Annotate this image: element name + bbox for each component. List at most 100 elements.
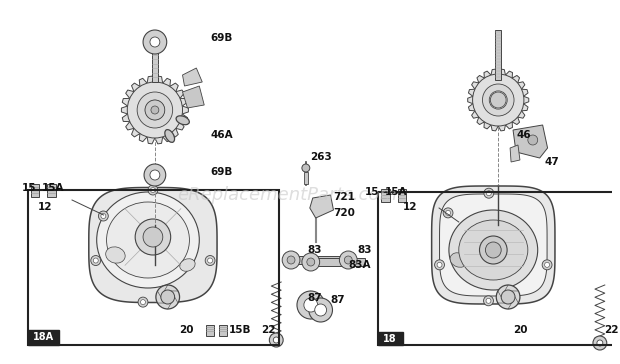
Ellipse shape [97,192,199,288]
Text: 83: 83 [357,245,371,255]
Text: 83A: 83A [348,260,371,270]
Text: 15A: 15A [42,183,64,193]
Text: 263: 263 [310,152,332,162]
Circle shape [282,251,300,269]
Circle shape [446,210,451,215]
Circle shape [315,304,327,316]
Circle shape [135,219,170,255]
Circle shape [302,164,310,172]
Circle shape [101,214,106,218]
Bar [152,50,158,82]
Text: 87: 87 [330,295,345,305]
Text: 15: 15 [22,183,36,193]
Ellipse shape [165,130,175,142]
Circle shape [490,92,506,108]
Circle shape [150,37,160,47]
Circle shape [148,185,158,195]
Text: 15B: 15B [229,325,251,335]
Bar [153,38,157,50]
Text: 20: 20 [513,325,528,335]
Bar [291,256,355,264]
Text: 69B: 69B [210,167,232,177]
Polygon shape [182,86,204,108]
Circle shape [482,84,514,116]
Circle shape [542,260,552,270]
Bar [47,184,56,197]
Circle shape [161,290,175,304]
Circle shape [501,290,515,304]
Text: 46A: 46A [210,130,232,140]
Ellipse shape [107,202,190,278]
Circle shape [99,211,108,221]
Text: 18A: 18A [33,332,54,342]
Bar [219,325,227,336]
Polygon shape [440,194,547,296]
Circle shape [485,242,501,258]
Polygon shape [513,125,547,158]
Circle shape [484,188,494,198]
Bar [381,189,390,202]
Circle shape [287,256,295,264]
Circle shape [528,135,538,145]
Polygon shape [182,68,202,86]
Circle shape [297,291,325,319]
Circle shape [339,251,357,269]
Circle shape [437,262,442,267]
Circle shape [156,285,180,309]
Bar [378,332,402,345]
Circle shape [489,91,507,109]
Circle shape [145,100,164,120]
Text: 18: 18 [383,334,396,344]
Polygon shape [89,187,217,302]
Circle shape [496,285,520,309]
Text: 12: 12 [37,202,52,212]
Circle shape [145,100,165,120]
Circle shape [269,333,283,347]
Circle shape [138,297,148,307]
Bar [378,192,620,345]
Circle shape [597,340,603,346]
Bar [206,325,214,336]
Circle shape [208,258,213,263]
Circle shape [593,336,607,350]
Text: 46: 46 [517,130,531,140]
Bar [311,258,365,266]
Text: 87: 87 [308,293,322,303]
Text: 720: 720 [334,208,355,218]
Bar [304,172,308,184]
Circle shape [435,260,445,270]
Text: 47: 47 [544,157,559,167]
Circle shape [93,258,98,263]
Circle shape [309,298,332,322]
Ellipse shape [459,220,528,280]
Text: 15A: 15A [385,187,407,197]
Circle shape [273,337,279,343]
Text: 12: 12 [402,202,417,212]
Circle shape [150,170,160,180]
Circle shape [443,208,453,218]
Circle shape [304,298,317,312]
Circle shape [143,227,163,247]
Circle shape [205,256,215,265]
Ellipse shape [105,247,125,263]
Circle shape [472,74,524,126]
Circle shape [302,253,320,271]
Ellipse shape [449,210,538,290]
Ellipse shape [176,116,189,125]
Circle shape [484,296,494,306]
Circle shape [144,164,166,186]
Circle shape [141,300,146,305]
Circle shape [486,298,491,303]
Bar [28,330,59,345]
Text: 721: 721 [334,192,355,202]
Bar [28,190,279,345]
Bar [495,30,501,80]
Circle shape [307,258,315,266]
Circle shape [151,106,159,114]
Polygon shape [122,76,188,144]
Text: 22: 22 [262,325,276,335]
Text: eReplacementParts.com: eReplacementParts.com [177,186,397,204]
Circle shape [143,30,167,54]
Polygon shape [510,145,520,162]
Circle shape [544,262,549,267]
